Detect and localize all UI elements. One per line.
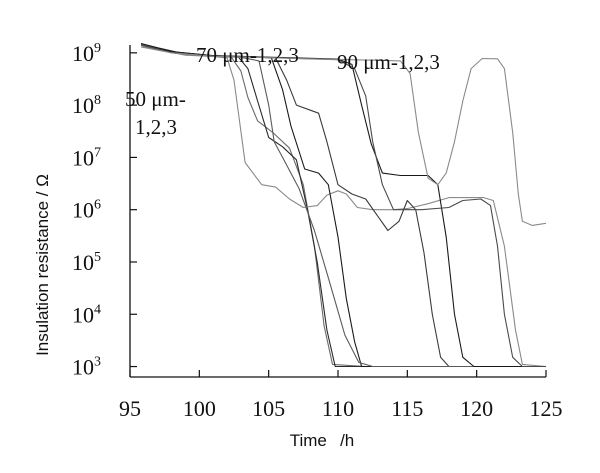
y-tick-label: 107 <box>72 145 101 170</box>
annotation-90um: 90 μm-1,2,3 <box>337 50 440 74</box>
y-tick-label: 109 <box>72 41 101 66</box>
x-tick-labels: 95 100 105 110 115 120 125 <box>119 396 563 421</box>
series-line-7 <box>140 43 546 368</box>
x-tick-label: 105 <box>252 396 285 421</box>
annotation-50um-line2: 1,2,3 <box>135 115 177 139</box>
annotation-50um-line1: 50 μm- <box>125 87 186 111</box>
y-tick-label: 103 <box>72 355 101 380</box>
x-tick-label: 115 <box>391 396 423 421</box>
series-line-4 <box>140 43 546 368</box>
axes <box>129 45 546 378</box>
y-tick-labels: 109 108 107 106 105 104 103 <box>72 41 101 380</box>
x-tick-label: 95 <box>119 396 141 421</box>
annotation-70um: 70 μm-1,2,3 <box>196 43 299 67</box>
y-tick-label: 104 <box>72 302 101 327</box>
x-axis-title: Time /h <box>290 431 355 450</box>
series-lines <box>140 43 547 368</box>
x-tick-label: 120 <box>460 396 493 421</box>
y-tick-label: 106 <box>72 198 101 223</box>
series-line-6 <box>140 44 546 368</box>
y-tick-label: 108 <box>72 93 101 118</box>
series-line-8 <box>140 43 546 368</box>
x-tick-label: 125 <box>530 396 563 421</box>
series-line-5 <box>140 43 546 368</box>
series-line-9 <box>140 46 547 226</box>
y-tick-label: 105 <box>72 250 101 275</box>
series-line-2 <box>140 43 546 368</box>
x-tick-label: 100 <box>183 396 216 421</box>
series-line-3 <box>140 44 547 368</box>
x-tick-label: 110 <box>322 396 354 421</box>
tick-marks <box>129 52 547 377</box>
y-axis-title: Insulation resistance / Ω <box>33 174 52 356</box>
series-line-1 <box>141 46 546 368</box>
